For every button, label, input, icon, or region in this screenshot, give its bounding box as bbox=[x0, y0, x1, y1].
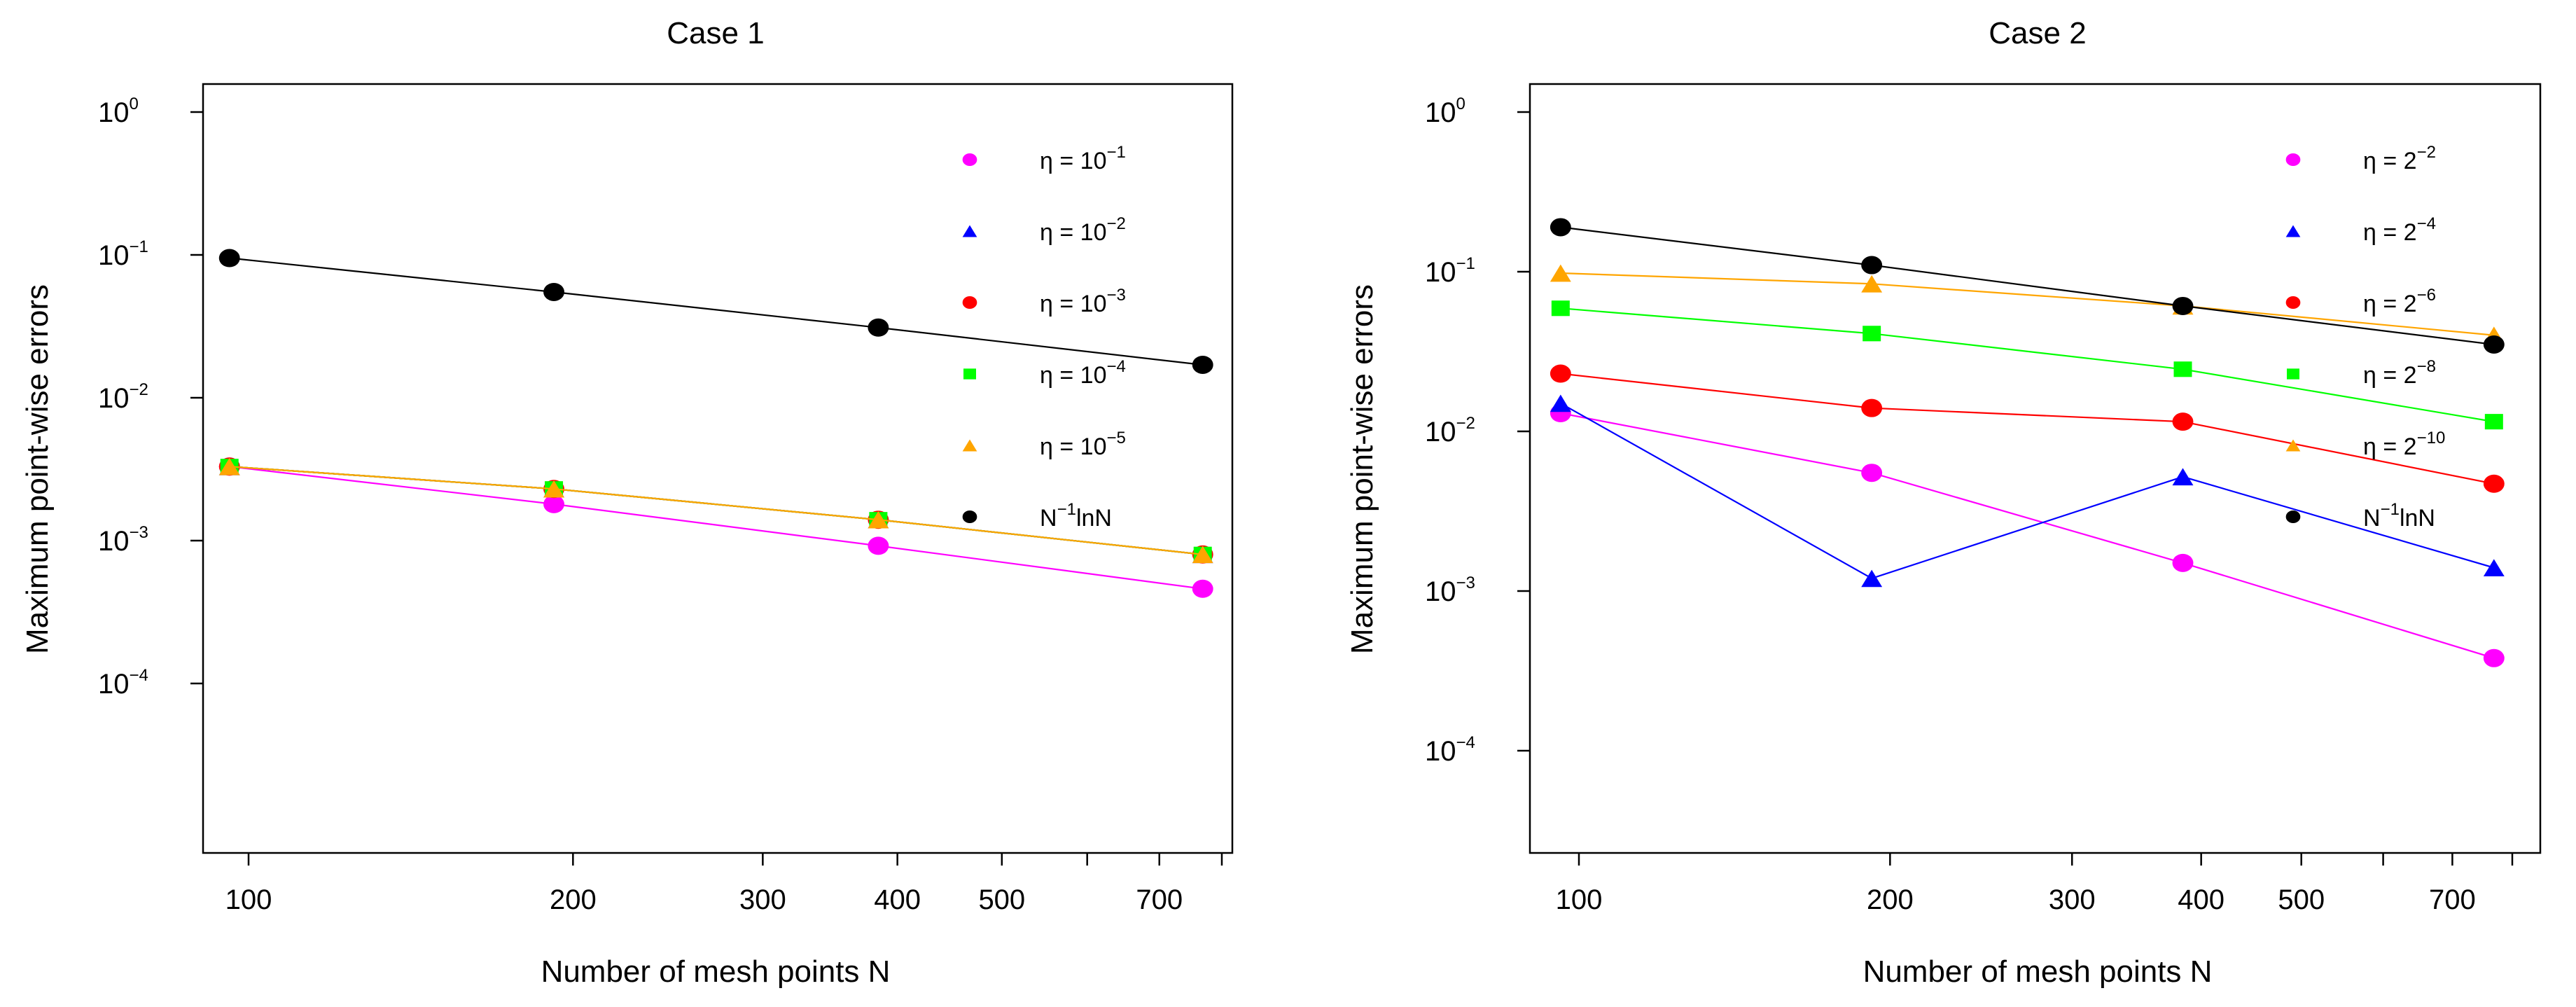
legend-marker bbox=[962, 153, 977, 166]
legend-marker bbox=[2285, 296, 2301, 309]
legend-marker bbox=[962, 511, 977, 523]
series-line bbox=[1560, 373, 2495, 485]
data-point bbox=[2172, 553, 2194, 572]
y-axis-label: Maximum point-wise errors bbox=[20, 284, 55, 654]
data-point bbox=[2483, 648, 2505, 667]
x-tick-label: 200 bbox=[1867, 884, 1914, 915]
data-point bbox=[2172, 296, 2194, 315]
data-point bbox=[1550, 218, 1571, 237]
chart-title: Case 1 bbox=[667, 16, 764, 50]
y-tick-label: 10−4 bbox=[1425, 733, 1475, 767]
y-tick-label: 100 bbox=[98, 95, 139, 128]
x-tick-label: 400 bbox=[2178, 884, 2225, 915]
data-point bbox=[1192, 546, 1213, 564]
legend-label: N−1lnN bbox=[2363, 500, 2435, 532]
chart-title: Case 2 bbox=[1989, 16, 2086, 50]
legend-label: η = 2−6 bbox=[2363, 286, 2436, 317]
data-point bbox=[218, 457, 240, 475]
data-point bbox=[543, 494, 564, 513]
x-axis-label: Number of mesh points N bbox=[1863, 954, 2213, 989]
legend-label: η = 10−4 bbox=[1040, 357, 1126, 389]
data-point bbox=[543, 282, 564, 301]
series-line bbox=[1560, 307, 2494, 423]
y-tick-label: 10−2 bbox=[98, 380, 148, 414]
series-line bbox=[1560, 412, 2495, 659]
data-point bbox=[1863, 326, 1881, 342]
data-point bbox=[1192, 355, 1213, 374]
legend-marker bbox=[2287, 368, 2299, 380]
data-point bbox=[1861, 275, 1883, 293]
data-point bbox=[1861, 569, 1883, 588]
x-axis-label: Number of mesh points N bbox=[541, 954, 891, 989]
plot-frame bbox=[1529, 83, 2542, 854]
data-point bbox=[1861, 398, 1883, 417]
legend-marker bbox=[2285, 225, 2301, 237]
data-point bbox=[218, 249, 240, 268]
x-tick-label: 400 bbox=[874, 884, 921, 915]
legend-marker bbox=[2285, 153, 2301, 166]
legend-marker bbox=[962, 439, 977, 452]
legend-label: η = 10−2 bbox=[1040, 214, 1126, 246]
data-point bbox=[2483, 474, 2505, 493]
legend-marker bbox=[2285, 511, 2301, 523]
x-tick-label: 100 bbox=[225, 884, 272, 915]
legend-label: η = 2−10 bbox=[2363, 429, 2445, 460]
legend-marker bbox=[962, 225, 977, 237]
series-line bbox=[229, 257, 1203, 366]
legend-label: η = 10−3 bbox=[1040, 286, 1126, 317]
data-point bbox=[868, 318, 889, 337]
data-point bbox=[1550, 394, 1571, 412]
legend-label: N−1lnN bbox=[1040, 500, 1112, 532]
y-tick-label: 10−4 bbox=[98, 666, 148, 700]
data-point bbox=[2172, 468, 2194, 486]
series-line bbox=[1560, 402, 2495, 580]
data-point bbox=[1861, 256, 1883, 275]
legend-marker bbox=[962, 296, 977, 309]
x-tick-label: 200 bbox=[550, 884, 597, 915]
plot-frame bbox=[202, 83, 1234, 854]
chart-panel-1: Case 1 Number of mesh points N Maximum poi… bbox=[20, 16, 1234, 989]
data-point bbox=[1550, 364, 1571, 383]
x-tick-label: 700 bbox=[2429, 884, 2476, 915]
y-tick-label: 10−3 bbox=[98, 523, 148, 557]
data-point bbox=[868, 536, 889, 555]
data-point bbox=[1551, 300, 1570, 317]
x-tick-label: 500 bbox=[978, 884, 1025, 915]
legend-label: η = 10−1 bbox=[1040, 143, 1126, 174]
chart-panel-2: Case 2 Number of mesh points N Maximum poi… bbox=[1345, 16, 2542, 989]
x-tick-label: 500 bbox=[2278, 884, 2325, 915]
x-tick-label: 300 bbox=[739, 884, 786, 915]
data-point bbox=[543, 480, 564, 498]
legend-label: η = 2−4 bbox=[2363, 214, 2436, 246]
legend-marker bbox=[963, 368, 976, 380]
data-point bbox=[2483, 559, 2505, 577]
y-tick-label: 10−2 bbox=[1425, 414, 1475, 447]
data-point bbox=[2484, 414, 2503, 430]
data-point bbox=[1192, 579, 1213, 598]
x-tick-label: 700 bbox=[1136, 884, 1183, 915]
series-line bbox=[229, 466, 1203, 590]
series-line bbox=[1560, 226, 2494, 346]
data-point bbox=[2172, 412, 2194, 431]
y-tick-label: 10−3 bbox=[1425, 574, 1475, 607]
legend-label: η = 2−2 bbox=[2363, 143, 2436, 174]
data-point bbox=[868, 511, 889, 529]
y-tick-label: 10−1 bbox=[1425, 254, 1475, 288]
data-point bbox=[1861, 464, 1883, 482]
series-line bbox=[1560, 272, 2494, 336]
data-point bbox=[2173, 361, 2192, 377]
legend-marker bbox=[2285, 439, 2301, 452]
y-axis-label: Maximum point-wise errors bbox=[1345, 284, 1379, 654]
data-point bbox=[2483, 335, 2505, 354]
y-tick-label: 10−1 bbox=[98, 237, 148, 271]
y-tick-label: 100 bbox=[1425, 95, 1465, 128]
data-point bbox=[1550, 264, 1571, 282]
x-tick-label: 300 bbox=[2049, 884, 2096, 915]
legend-label: η = 2−8 bbox=[2363, 357, 2436, 389]
legend-label: η = 10−5 bbox=[1040, 429, 1126, 460]
x-tick-label: 100 bbox=[1556, 884, 1603, 915]
series-line bbox=[229, 466, 1203, 555]
